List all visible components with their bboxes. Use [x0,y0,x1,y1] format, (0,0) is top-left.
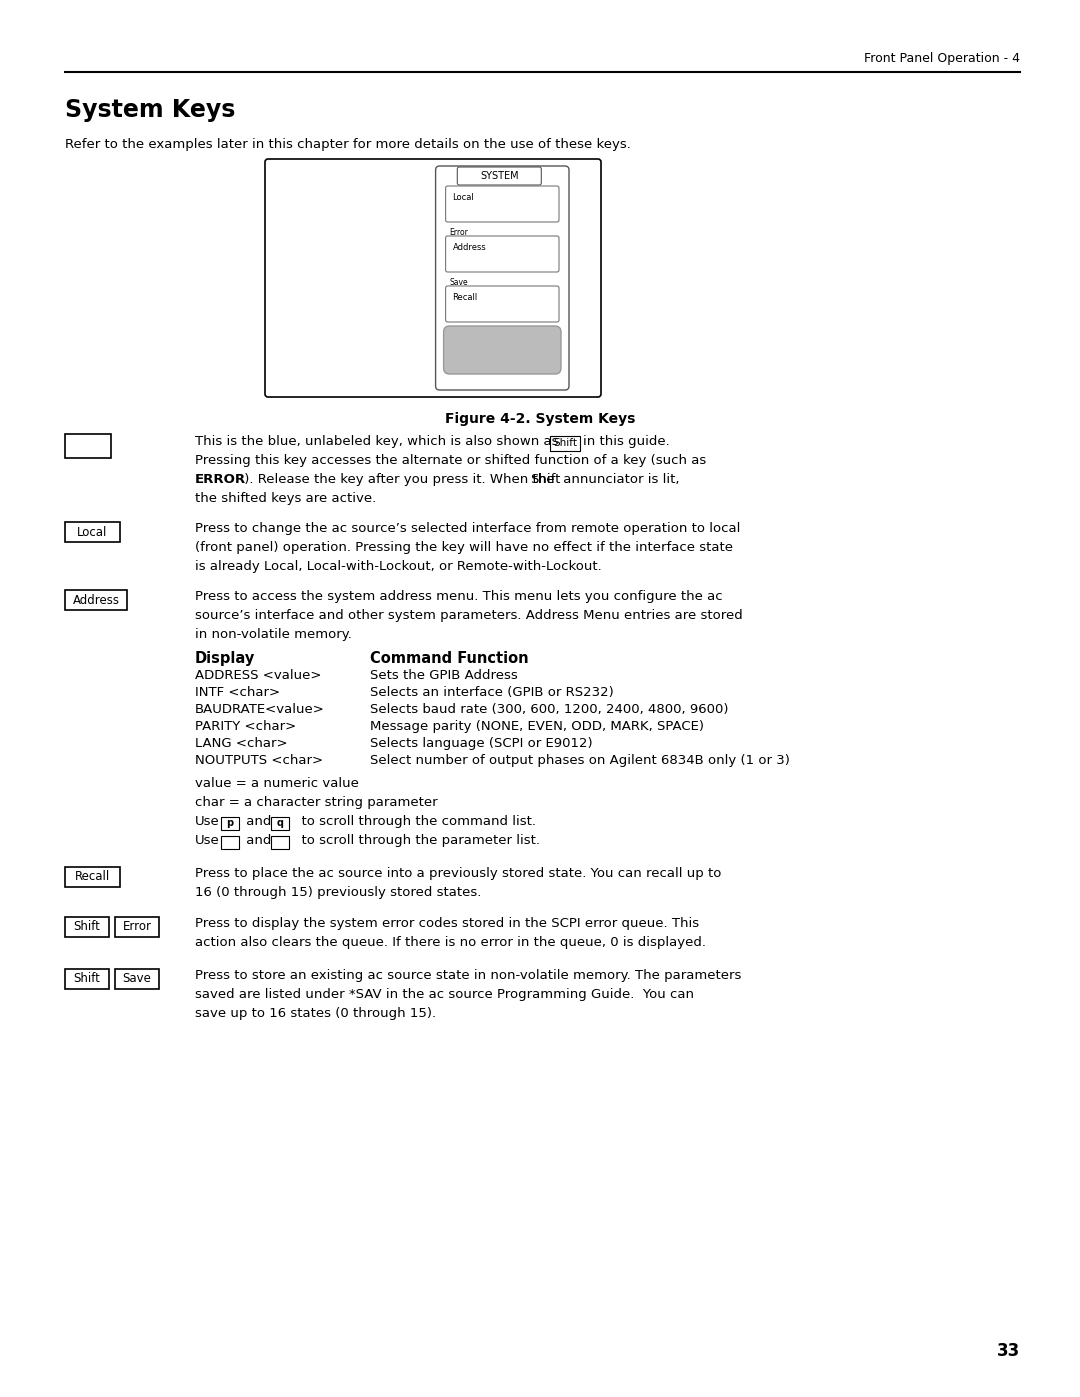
Text: Shift: Shift [73,921,100,933]
Text: ERROR: ERROR [195,474,246,486]
Text: Local: Local [453,193,474,203]
Text: Pressing this key accesses the alternate or shifted function of a key (such as: Pressing this key accesses the alternate… [195,454,706,467]
Text: save up to 16 states (0 through 15).: save up to 16 states (0 through 15). [195,1007,436,1020]
Text: Press to access the system address menu. This menu lets you configure the ac: Press to access the system address menu.… [195,590,723,604]
Text: PARITY <char>: PARITY <char> [195,719,296,733]
Bar [114,970,159,989]
Text: 16 (0 through 15) previously stored states.: 16 (0 through 15) previously stored stat… [195,886,482,900]
Text: Press to store an existing ac source state in non-volatile memory. The parameter: Press to store an existing ac source sta… [195,970,741,982]
Bar [65,434,111,458]
Text: Selects an interface (GPIB or RS232): Selects an interface (GPIB or RS232) [370,686,613,698]
Text: Selects language (SCPI or E9012): Selects language (SCPI or E9012) [370,738,593,750]
FancyBboxPatch shape [457,168,541,184]
FancyBboxPatch shape [444,326,561,374]
Bar [65,916,109,937]
Text: Error: Error [122,921,151,933]
Text: in this guide.: in this guide. [583,434,670,448]
Text: This is the blue, unlabeled key, which is also shown as: This is the blue, unlabeled key, which i… [195,434,563,448]
Bar [65,522,120,542]
Text: Save: Save [449,278,469,286]
Text: System Keys: System Keys [65,98,235,122]
Text: Shift: Shift [553,439,577,448]
Text: Press to display the system error codes stored in the SCPI error queue. This: Press to display the system error codes … [195,916,699,930]
Text: annunciator is lit,: annunciator is lit, [559,474,679,486]
Text: Command Function: Command Function [370,651,528,666]
FancyBboxPatch shape [446,186,559,222]
Text: in non-volatile memory.: in non-volatile memory. [195,629,352,641]
Bar [221,817,239,830]
Text: to scroll through the parameter list.: to scroll through the parameter list. [293,834,540,847]
Text: is already Local, Local-with-Lockout, or Remote-with-Lockout.: is already Local, Local-with-Lockout, or… [195,560,602,573]
Text: Recall: Recall [75,870,110,883]
Text: Address: Address [453,243,486,251]
Text: ADDRESS <value>: ADDRESS <value> [195,669,322,682]
Text: Message parity (NONE, EVEN, ODD, MARK, SPACE): Message parity (NONE, EVEN, ODD, MARK, S… [370,719,704,733]
Text: Save: Save [122,972,151,985]
Text: action also clears the queue. If there is no error in the queue, 0 is displayed.: action also clears the queue. If there i… [195,936,706,949]
Text: NOUTPUTS <char>: NOUTPUTS <char> [195,754,323,767]
Bar [114,916,159,937]
Text: and: and [242,814,275,828]
Text: Front Panel Operation - 4: Front Panel Operation - 4 [864,52,1020,66]
Text: char = a character string parameter: char = a character string parameter [195,796,437,809]
Text: and: and [242,834,275,847]
Text: q: q [276,819,283,828]
Text: Display: Display [195,651,255,666]
Text: Recall: Recall [453,293,477,302]
Text: Figure 4-2. System Keys: Figure 4-2. System Keys [445,412,635,426]
Text: LANG <char>: LANG <char> [195,738,287,750]
Text: Shift: Shift [73,972,100,985]
FancyBboxPatch shape [435,166,569,390]
FancyBboxPatch shape [446,236,559,272]
Text: 33: 33 [997,1343,1020,1361]
Text: INTF <char>: INTF <char> [195,686,280,698]
Text: Select number of output phases on Agilent 6834B only (1 or 3): Select number of output phases on Agilen… [370,754,789,767]
Text: value = a numeric value: value = a numeric value [195,777,359,789]
Text: Use: Use [195,814,219,828]
Text: Local: Local [78,525,108,538]
Text: Press to place the ac source into a previously stored state. You can recall up t: Press to place the ac source into a prev… [195,868,721,880]
Text: Selects baud rate (300, 600, 1200, 2400, 4800, 9600): Selects baud rate (300, 600, 1200, 2400,… [370,703,729,717]
Text: Address: Address [72,594,120,606]
Text: the shifted keys are active.: the shifted keys are active. [195,492,376,504]
FancyBboxPatch shape [446,286,559,321]
Bar [65,868,120,887]
Text: p: p [227,819,233,828]
Bar [65,970,109,989]
Text: source’s interface and other system parameters. Address Menu entries are stored: source’s interface and other system para… [195,609,743,622]
Bar [271,835,289,849]
Bar [271,817,289,830]
Text: (front panel) operation. Pressing the key will have no effect if the interface s: (front panel) operation. Pressing the ke… [195,541,733,555]
Text: to scroll through the command list.: to scroll through the command list. [293,814,536,828]
Text: Shift: Shift [530,474,561,486]
Text: Use: Use [195,834,219,847]
Text: saved are listed under *SAV in the ac source Programming Guide.  You can: saved are listed under *SAV in the ac so… [195,988,694,1002]
Bar [550,436,580,451]
Bar [65,590,127,610]
Text: ). Release the key after you press it. When the: ). Release the key after you press it. W… [240,474,558,486]
FancyBboxPatch shape [265,159,600,397]
Text: Sets the GPIB Address: Sets the GPIB Address [370,669,517,682]
Bar [221,835,239,849]
Text: Error: Error [449,228,469,237]
Text: SYSTEM: SYSTEM [480,170,518,182]
Text: BAUDRATE<value>: BAUDRATE<value> [195,703,325,717]
Text: Press to change the ac source’s selected interface from remote operation to loca: Press to change the ac source’s selected… [195,522,741,535]
Text: Refer to the examples later in this chapter for more details on the use of these: Refer to the examples later in this chap… [65,138,631,151]
